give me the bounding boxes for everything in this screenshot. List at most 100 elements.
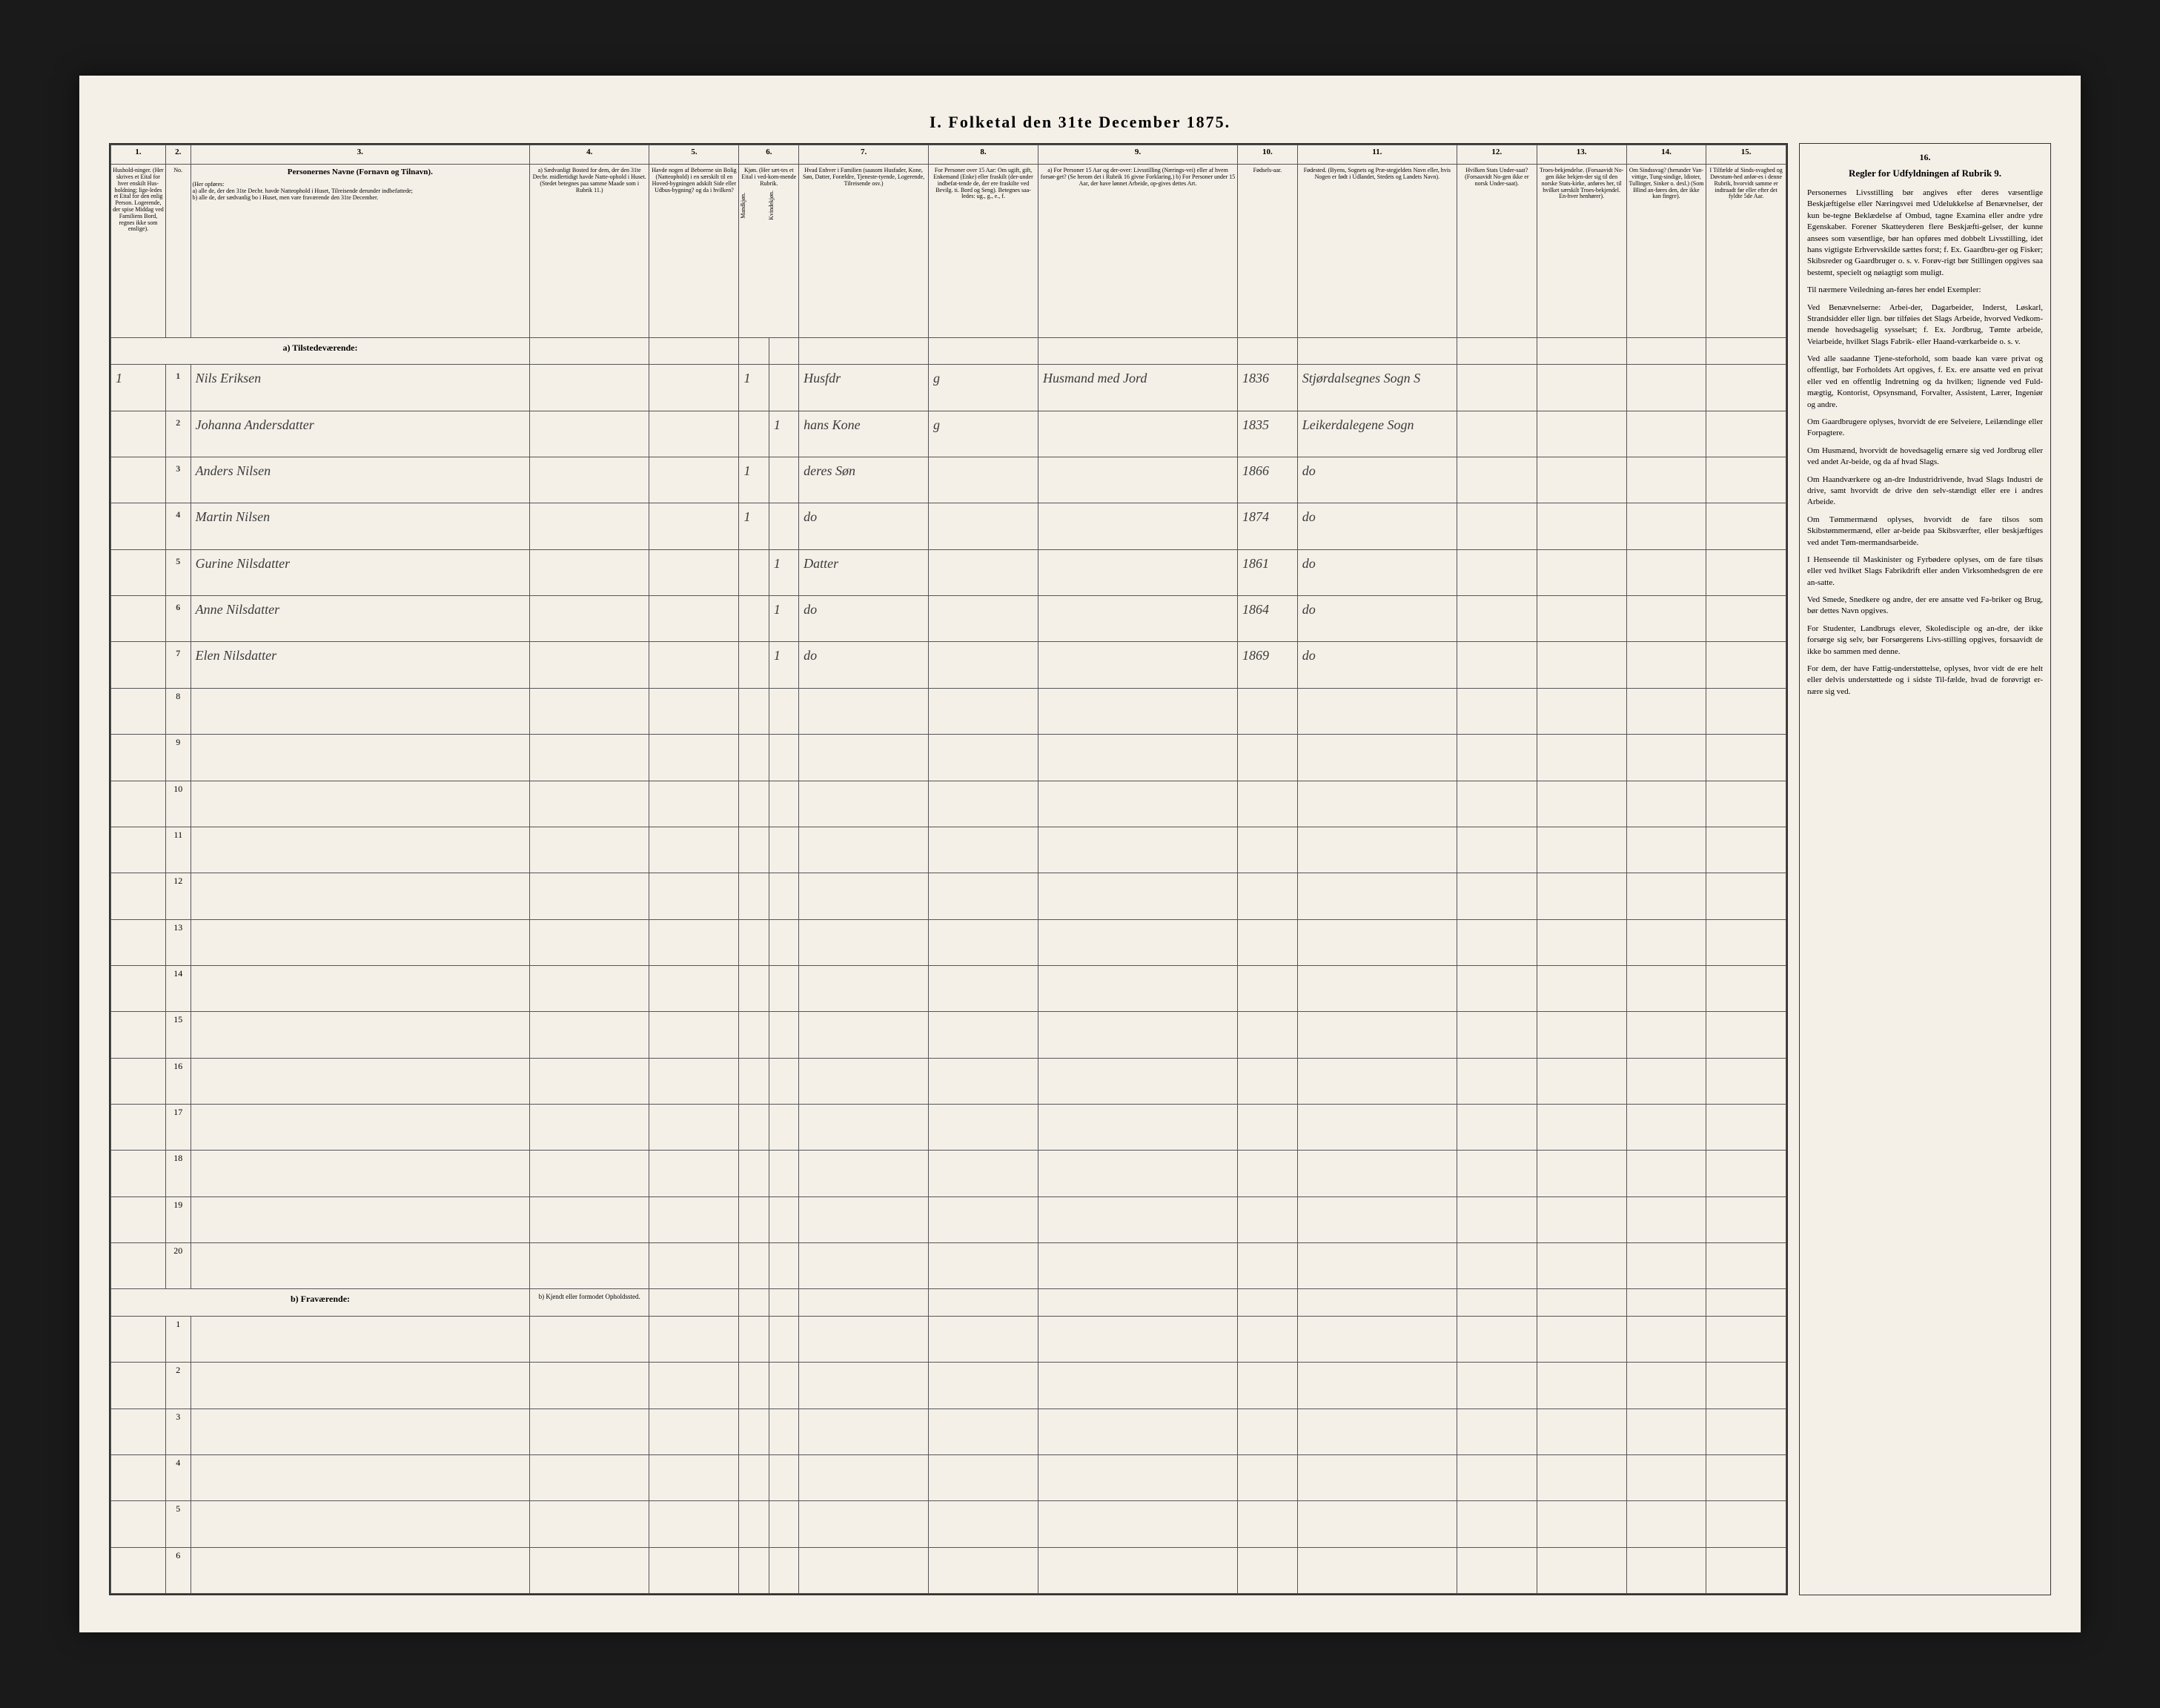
cell-empty: [1537, 1104, 1626, 1150]
sidebar-paragraph: For dem, der have Fattig-understøttelse,…: [1807, 663, 2043, 698]
cell-building: [649, 503, 739, 549]
cell-religion: [1537, 596, 1626, 642]
cell-empty: [1297, 1547, 1457, 1593]
cell-religion: [1537, 549, 1626, 595]
table-row: 17: [111, 1104, 1786, 1150]
cell-empty: [1238, 735, 1298, 781]
cell-rownum: 12: [165, 873, 191, 919]
cell-religion: [1537, 411, 1626, 457]
cell-nationality: [1457, 411, 1537, 457]
header-building: Havde nogen af Beboerne sin Bolig (Natte…: [649, 165, 739, 338]
cell-empty: [1297, 1058, 1457, 1104]
table-row: 2 Johanna Andersdatter 1 hans Kone g 183…: [111, 411, 1786, 457]
cell-empty: [1238, 688, 1298, 734]
cell-empty: [1457, 1151, 1537, 1196]
cell-empty: [1457, 1104, 1537, 1150]
cell-empty: [191, 1501, 529, 1547]
table-row: 5: [111, 1501, 1786, 1547]
colnum-12: 12.: [1457, 145, 1537, 165]
colnum-6: 6.: [739, 145, 799, 165]
cell-empty: [769, 1196, 798, 1242]
cell-empty: [529, 1012, 649, 1058]
cell-rownum: 3: [165, 457, 191, 503]
cell-rownum: 5: [165, 1501, 191, 1547]
cell-female: [769, 365, 798, 411]
census-table: 1. 2. 3. 4. 5. 6. 7. 8. 9. 10. 11. 12. 1…: [110, 145, 1786, 1594]
cell-nationality: [1457, 642, 1537, 688]
cell-empty: [739, 1058, 769, 1104]
cell-empty: [1297, 1012, 1457, 1058]
cell-empty: [1626, 688, 1706, 734]
cell-empty: [1626, 1409, 1706, 1454]
header-no: No.: [165, 165, 191, 338]
cell-birthplace: Stjørdalsegnes Sogn S: [1297, 365, 1457, 411]
cell-rownum: 7: [165, 642, 191, 688]
cell-empty: [191, 1012, 529, 1058]
cell-empty: [1706, 965, 1786, 1011]
cell-empty: [769, 735, 798, 781]
cell-male: 1: [739, 503, 769, 549]
header-male: Mandkjøn.: [741, 191, 769, 220]
header-birthplace: Fødested. (Byens, Sognets og Præ-stegjel…: [1297, 165, 1457, 338]
cell-empty: [1297, 1151, 1457, 1196]
cell-empty: [649, 1058, 739, 1104]
sidebar-paragraph: Om Husmænd, hvorvidt de hovedsagelig ern…: [1807, 446, 2043, 469]
cell-empty: [1238, 1454, 1298, 1500]
cell-empty: [929, 1316, 1038, 1362]
cell-relation: Husfdr: [799, 365, 929, 411]
table-row: 4: [111, 1454, 1786, 1500]
cell-rownum: 6: [165, 596, 191, 642]
sidebar-colnum: 16.: [1807, 151, 2043, 164]
cell-empty: [739, 735, 769, 781]
cell-empty: [191, 688, 529, 734]
cell-empty: [799, 965, 929, 1011]
cell-empty: [1238, 1316, 1298, 1362]
cell-rownum: 6: [165, 1547, 191, 1593]
sidebar-paragraph: Ved Smede, Snedkere og andre, der ere an…: [1807, 595, 2043, 618]
cell-birthplace: do: [1297, 549, 1457, 595]
cell-empty: [1537, 735, 1626, 781]
table-row: 6 Anne Nilsdatter 1 do 1864 do: [111, 596, 1786, 642]
census-table-area: 1. 2. 3. 4. 5. 6. 7. 8. 9. 10. 11. 12. 1…: [109, 143, 1788, 1595]
cell-empty: [1038, 1501, 1238, 1547]
cell-empty: [1537, 1454, 1626, 1500]
cell-empty: [1626, 735, 1706, 781]
cell-empty: [929, 1012, 1038, 1058]
cell-disability: [1626, 596, 1706, 642]
cell-religion: [1537, 503, 1626, 549]
cell-empty: [769, 1058, 798, 1104]
cell-empty: [799, 1196, 929, 1242]
cell-rownum: 18: [165, 1151, 191, 1196]
cell-residence: [529, 642, 649, 688]
cell-marital: g: [929, 411, 1038, 457]
cell-empty: [1457, 688, 1537, 734]
cell-empty: [1706, 827, 1786, 873]
header-names-sub: (Her opføres: a) alle de, der den 31te D…: [193, 182, 528, 201]
cell-empty: [649, 919, 739, 965]
colnum-2: 2.: [165, 145, 191, 165]
cell-empty: [1626, 1058, 1706, 1104]
cell-household: [111, 735, 166, 781]
cell-empty: [929, 781, 1038, 827]
cell-empty: [1297, 735, 1457, 781]
cell-nationality: [1457, 596, 1537, 642]
cell-empty: [799, 781, 929, 827]
cell-marital: [929, 596, 1038, 642]
cell-disability: [1626, 411, 1706, 457]
sidebar-paragraph: Til nærmere Veiledning an-føres her ende…: [1807, 285, 2043, 296]
cell-birthyear: 1836: [1238, 365, 1298, 411]
cell-female: [769, 457, 798, 503]
cell-household: [111, 1104, 166, 1150]
cell-rownum: 9: [165, 735, 191, 781]
cell-empty: [191, 1151, 529, 1196]
cell-empty: [1706, 1409, 1786, 1454]
cell-rownum: 11: [165, 827, 191, 873]
cell-empty: [1626, 1547, 1706, 1593]
cell-nationality: [1457, 365, 1537, 411]
colnum-7: 7.: [799, 145, 929, 165]
cell-household: [111, 688, 166, 734]
cell-empty: [649, 1196, 739, 1242]
table-row: 9: [111, 735, 1786, 781]
cell-empty: [1457, 873, 1537, 919]
cell-empty: [1038, 735, 1238, 781]
